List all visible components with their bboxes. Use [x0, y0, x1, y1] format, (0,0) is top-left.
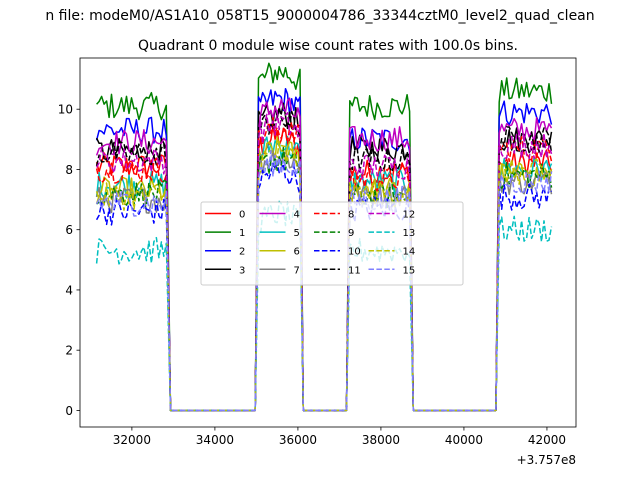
legend-label-1: 1: [239, 228, 245, 239]
series-line-15: [95, 150, 553, 412]
series-lines: [95, 62, 553, 412]
legend-label-8: 8: [348, 210, 354, 221]
plot-area: [95, 62, 553, 412]
axes-frame: [79, 57, 577, 428]
y-tick-label: 4: [65, 283, 73, 297]
series-line-4: [95, 97, 553, 412]
y-tick-label: 0: [65, 404, 73, 418]
x-tick-label: 38000: [362, 433, 400, 447]
x-tick-label: 34000: [196, 433, 234, 447]
legend-label-12: 12: [403, 210, 416, 221]
legend-label-7: 7: [294, 265, 300, 276]
x-tick-label: 36000: [279, 433, 317, 447]
y-tick-label: 2: [65, 344, 73, 358]
legend-label-0: 0: [239, 210, 245, 221]
series-line-12: [95, 110, 553, 412]
series-line-9: [96, 146, 553, 412]
legend-box: [200, 201, 464, 286]
legend-label-14: 14: [403, 247, 416, 258]
figure-suptitle: n file: modeM0/AS1A10_058T15_9000004786_…: [45, 8, 594, 24]
y-tick-label: 6: [65, 223, 73, 237]
legend-label-9: 9: [348, 228, 354, 239]
axes: 32000 34000 36000 38000 40000 42000 +3.757e8 0 2…: [58, 57, 577, 467]
chart-title: Quadrant 0 module wise count rates with …: [138, 38, 518, 54]
legend-label-5: 5: [294, 228, 300, 239]
x-tick-label: 40000: [445, 433, 483, 447]
y-tick-label: 10: [58, 103, 73, 117]
series-line-1: [96, 62, 553, 412]
legend-label-13: 13: [403, 228, 416, 239]
legend-label-2: 2: [239, 247, 245, 258]
legend-label-11: 11: [348, 265, 361, 276]
legend-label-10: 10: [348, 247, 361, 258]
y-tick-label: 8: [65, 163, 73, 177]
legend-label-4: 4: [294, 210, 300, 221]
x-axis-offset-label: +3.757e8: [517, 453, 576, 467]
legend-label-3: 3: [239, 265, 245, 276]
legend-label-6: 6: [294, 247, 300, 258]
x-tick-label: 32000: [113, 433, 151, 447]
x-tick-label: 42000: [528, 433, 566, 447]
legend-label-15: 15: [403, 265, 416, 276]
